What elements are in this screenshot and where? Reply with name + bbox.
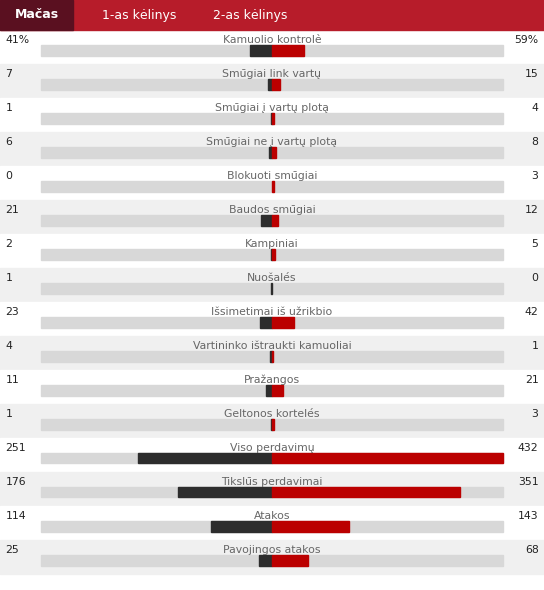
Text: 0: 0 <box>5 171 13 181</box>
Text: Smūgiai į vartų plotą: Smūgiai į vartų plotą <box>215 103 329 113</box>
Text: Viso perdavimų: Viso perdavimų <box>230 443 314 453</box>
Text: Mačas: Mačas <box>15 8 59 21</box>
Text: Kampiniai: Kampiniai <box>245 239 299 249</box>
Text: Pavojingos atakos: Pavojingos atakos <box>223 545 321 555</box>
Text: 68: 68 <box>525 545 539 555</box>
Text: 1: 1 <box>531 341 539 351</box>
Text: 2: 2 <box>5 239 13 249</box>
Text: 7: 7 <box>5 69 13 79</box>
Text: Tikslūs perdavimai: Tikslūs perdavimai <box>221 477 323 487</box>
Text: Pražangos: Pražangos <box>244 375 300 385</box>
Text: 1-as kėlinys: 1-as kėlinys <box>102 8 176 21</box>
Text: 15: 15 <box>525 69 539 79</box>
Text: 1: 1 <box>5 103 13 113</box>
Text: 143: 143 <box>518 511 539 521</box>
Text: 5: 5 <box>531 239 539 249</box>
Text: Nuošalés: Nuošalés <box>248 273 296 283</box>
Text: 3: 3 <box>531 171 539 181</box>
Text: 25: 25 <box>5 545 19 555</box>
Text: Baudos smūgiai: Baudos smūgiai <box>228 205 316 215</box>
Text: 21: 21 <box>525 375 539 385</box>
Text: Smūgiai ne į vartų plotą: Smūgiai ne į vartų plotą <box>207 137 337 147</box>
Text: 251: 251 <box>5 443 26 453</box>
Text: Smūgiai link vartų: Smūgiai link vartų <box>222 69 322 79</box>
Text: 176: 176 <box>5 477 26 487</box>
Text: Vartininko ištraukti kamuoliai: Vartininko ištraukti kamuoliai <box>193 341 351 351</box>
Text: 1: 1 <box>5 273 13 283</box>
Text: 59%: 59% <box>515 35 539 45</box>
Text: 23: 23 <box>5 307 19 317</box>
Text: Blokuoti smūgiai: Blokuoti smūgiai <box>227 171 317 181</box>
Text: 2-as kėlinys: 2-as kėlinys <box>213 8 287 21</box>
Text: 432: 432 <box>518 443 539 453</box>
Text: 114: 114 <box>5 511 26 521</box>
Text: 4: 4 <box>5 341 13 351</box>
Text: 12: 12 <box>525 205 539 215</box>
Text: 1: 1 <box>5 409 13 419</box>
Text: Išsimetimai iš užrikbio: Išsimetimai iš užrikbio <box>212 307 332 317</box>
Text: 351: 351 <box>518 477 539 487</box>
Text: Atakos: Atakos <box>254 511 290 521</box>
Text: Kamuolio kontrolè: Kamuolio kontrolè <box>222 35 322 45</box>
Text: 21: 21 <box>5 205 19 215</box>
Text: 41%: 41% <box>5 35 29 45</box>
Text: 3: 3 <box>531 409 539 419</box>
Text: 42: 42 <box>525 307 539 317</box>
Text: 11: 11 <box>5 375 19 385</box>
Text: 6: 6 <box>5 137 13 147</box>
Text: 8: 8 <box>531 137 539 147</box>
Text: Geltonos kortelés: Geltonos kortelés <box>224 409 320 419</box>
Text: 4: 4 <box>531 103 539 113</box>
Text: 0: 0 <box>531 273 539 283</box>
